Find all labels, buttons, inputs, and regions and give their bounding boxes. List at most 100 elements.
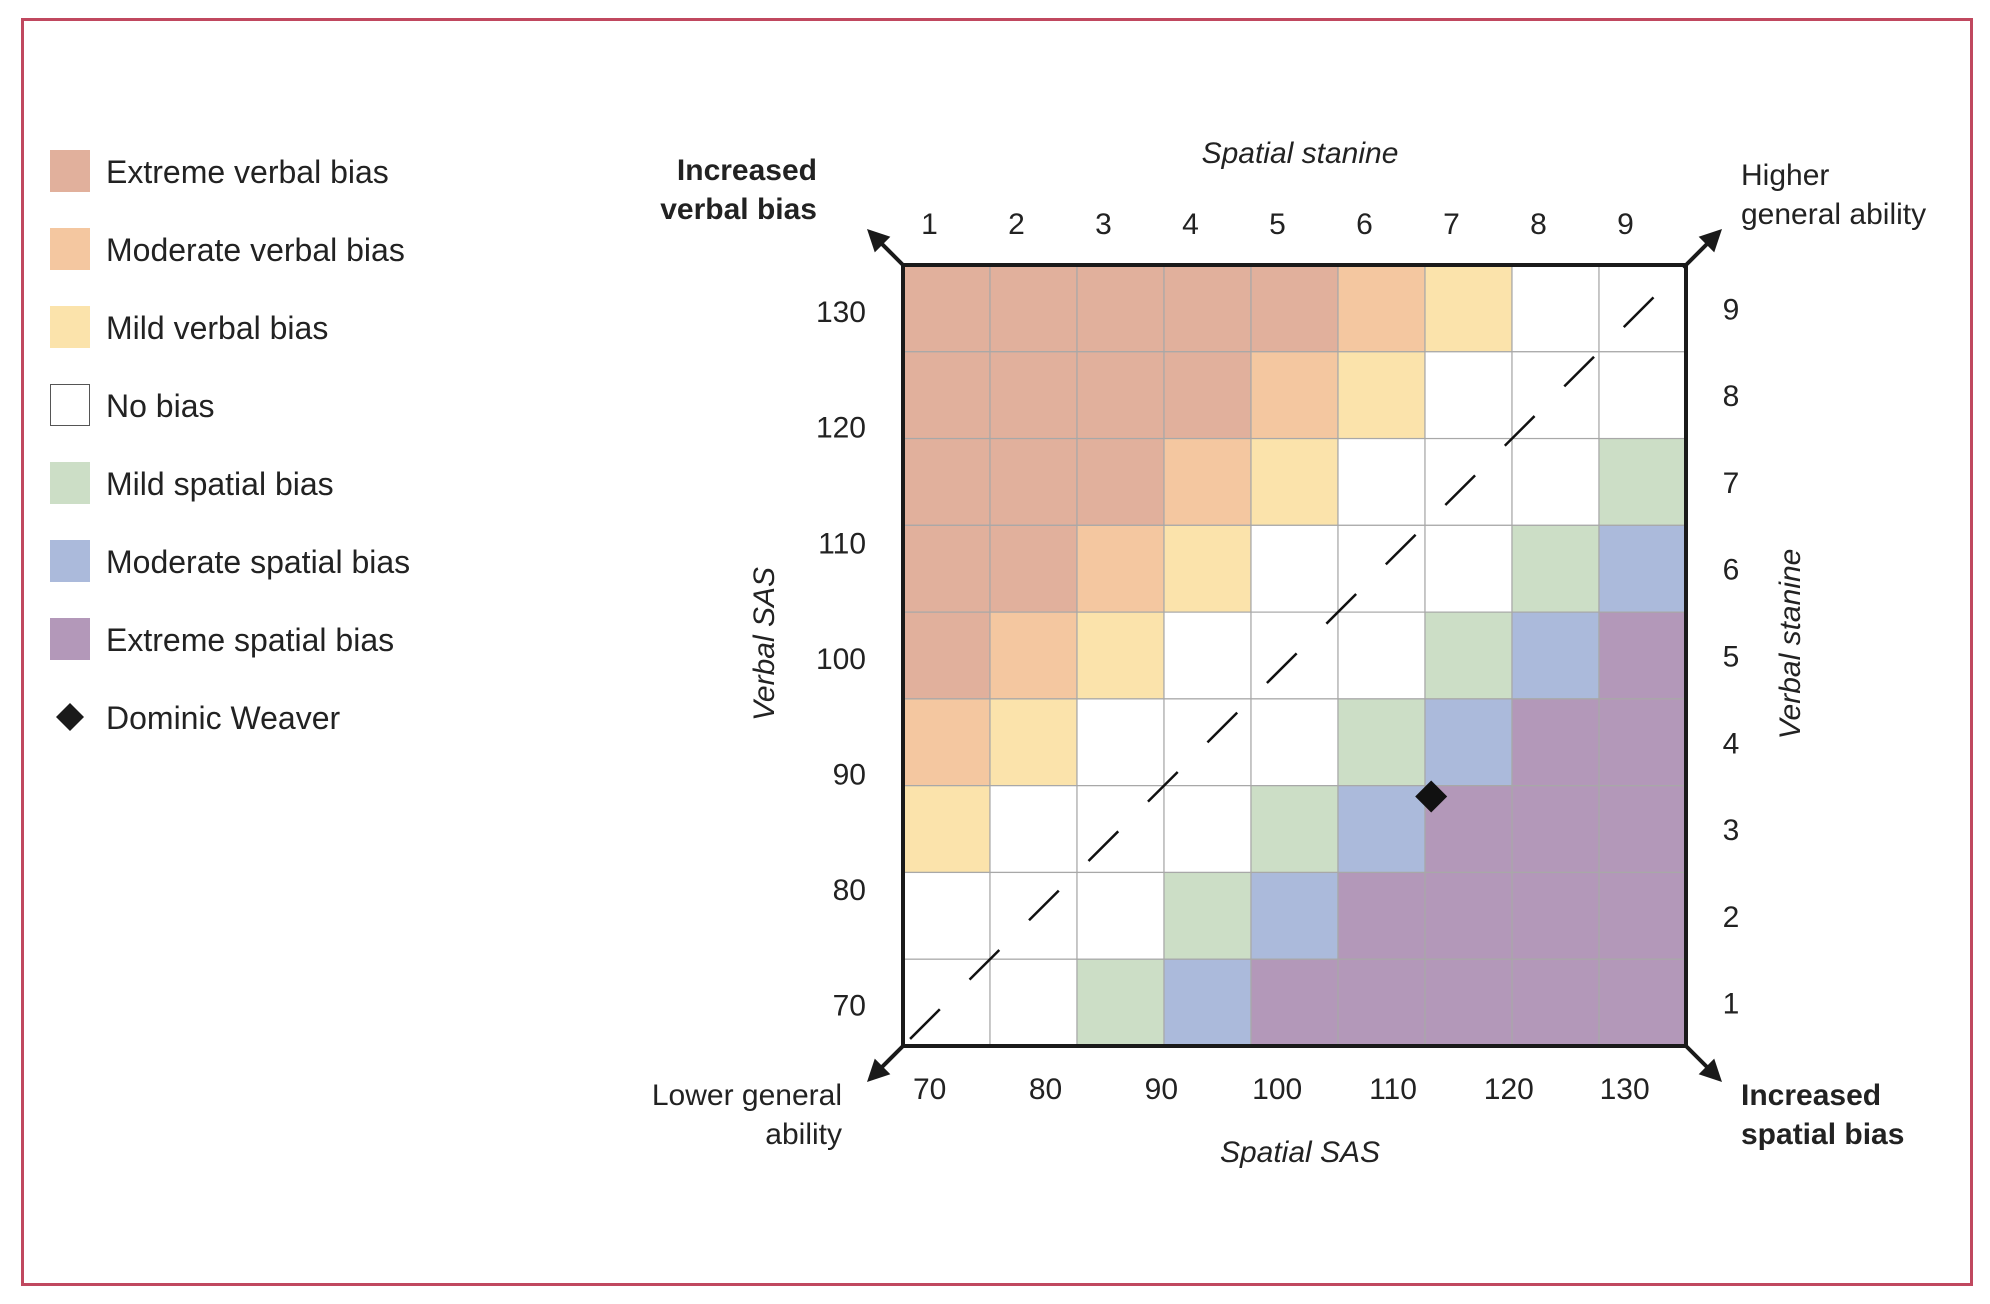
- heatmap-cell: [989, 698, 1078, 787]
- heatmap-cell: [1598, 351, 1687, 440]
- heatmap-cell: [1250, 351, 1339, 440]
- y-right-tick-label: 2: [1723, 901, 1740, 934]
- x-bottom-tick-label: 100: [1252, 1073, 1302, 1106]
- y-right-tick-label: 1: [1723, 988, 1740, 1021]
- heatmap-cell: [989, 351, 1078, 440]
- legend-swatch: [50, 462, 90, 504]
- legend-label: Extreme spatial bias: [106, 622, 395, 658]
- heatmap-cell: [989, 785, 1078, 874]
- legend-label: No bias: [106, 388, 215, 424]
- heatmap-cell: [1250, 785, 1339, 874]
- heatmap-cell: [1511, 437, 1600, 526]
- legend-swatch: [50, 540, 90, 582]
- arrow-verbal-bias-head: [867, 229, 891, 253]
- legend-swatch: [50, 618, 90, 660]
- heatmap-cell: [1163, 524, 1252, 613]
- heatmap-cell: [1250, 958, 1339, 1047]
- heatmap-cell: [1337, 698, 1426, 787]
- heatmap-cell: [1598, 437, 1687, 526]
- heatmap-cell: [1511, 524, 1600, 613]
- heatmap-cell: [1250, 698, 1339, 787]
- heatmap-cell: [1337, 264, 1426, 353]
- heatmap-cell: [1076, 698, 1165, 787]
- y-left-tick-label: 70: [833, 989, 866, 1022]
- y-left-tick-label: 130: [816, 296, 866, 329]
- heatmap-cell: [1598, 871, 1687, 960]
- heatmap-cell: [989, 524, 1078, 613]
- heatmap-cell: [1511, 871, 1600, 960]
- heatmap-cell: [1163, 958, 1252, 1047]
- legend-swatch: [50, 306, 90, 348]
- heatmap-cell: [1076, 611, 1165, 700]
- heatmap-cell: [1163, 871, 1252, 960]
- legend-item: Extreme spatial bias: [50, 618, 530, 660]
- corner-label-bottom-left: ability: [765, 1118, 842, 1151]
- corner-label-top-left: verbal bias: [660, 193, 817, 226]
- heatmap-cell: [1424, 524, 1513, 613]
- heatmap-cell: [1337, 351, 1426, 440]
- x-bottom-axis-title: Spatial SAS: [1220, 1136, 1380, 1169]
- legend-item: Mild spatial bias: [50, 462, 530, 504]
- legend-label: Moderate spatial bias: [106, 544, 411, 580]
- legend-swatch: [50, 150, 90, 192]
- x-bottom-tick-label: 120: [1484, 1073, 1534, 1106]
- heatmap-cell: [1337, 958, 1426, 1047]
- y-right-tick-label: 9: [1723, 293, 1740, 326]
- heatmap-cell: [1250, 524, 1339, 613]
- heatmap-cell: [1163, 264, 1252, 353]
- heatmap-cell: [1424, 871, 1513, 960]
- x-top-tick-label: 5: [1269, 208, 1286, 241]
- y-right-tick-label: 6: [1723, 554, 1740, 587]
- legend-swatch: [50, 228, 90, 270]
- heatmap-cell: [1424, 958, 1513, 1047]
- heatmap-cell: [1598, 611, 1687, 700]
- x-top-tick-label: 9: [1617, 208, 1634, 241]
- y-left-tick-label: 120: [816, 412, 866, 445]
- x-top-tick-label: 6: [1356, 208, 1373, 241]
- corner-label-bottom-right: Increased: [1741, 1079, 1881, 1112]
- figure-frame: [21, 18, 1973, 1286]
- heatmap-cell: [1511, 264, 1600, 353]
- heatmap-cell: [1598, 958, 1687, 1047]
- heatmap-cell: [902, 698, 991, 787]
- heatmap-cell: [1424, 264, 1513, 353]
- heatmap-cell: [1163, 351, 1252, 440]
- legend-item-marker: Dominic Weaver: [50, 696, 530, 738]
- x-top-tick-label: 7: [1443, 208, 1460, 241]
- corner-label-bottom-left: Lower general: [652, 1079, 842, 1112]
- heatmap-cell: [989, 437, 1078, 526]
- arrow-spatial-bias-head: [1698, 1058, 1722, 1082]
- heatmap-cell: [902, 524, 991, 613]
- y-right-tick-label: 5: [1723, 641, 1740, 674]
- y-right-tick-label: 7: [1723, 467, 1740, 500]
- x-bottom-tick-label: 110: [1369, 1073, 1417, 1106]
- heatmap-cell: [1337, 871, 1426, 960]
- corner-label-top-right: Higher: [1741, 159, 1829, 192]
- heatmap-cell: [902, 351, 991, 440]
- heatmap-cell: [1076, 871, 1165, 960]
- y-right-tick-label: 4: [1723, 727, 1740, 760]
- heatmap-cell: [1076, 437, 1165, 526]
- y-right-tick-label: 8: [1723, 380, 1740, 413]
- heatmap-cell: [902, 611, 991, 700]
- plot-border: [901, 263, 1688, 1048]
- heatmap-cell: [1076, 264, 1165, 353]
- y-left-tick-label: 110: [818, 527, 866, 560]
- y-left-tick-label: 100: [816, 643, 866, 676]
- legend-item: Moderate verbal bias: [50, 228, 530, 270]
- legend-swatch: [50, 384, 90, 426]
- x-top-tick-label: 3: [1095, 208, 1112, 241]
- heatmap-cell: [1511, 958, 1600, 1047]
- heatmap-cell: [1337, 785, 1426, 874]
- arrow-higher-ability-head: [1698, 229, 1722, 253]
- heatmap-cell: [1076, 958, 1165, 1047]
- legend-item: Extreme verbal bias: [50, 150, 530, 192]
- x-bottom-tick-label: 130: [1600, 1073, 1650, 1106]
- heatmap-cell: [1511, 698, 1600, 787]
- x-top-tick-label: 4: [1182, 208, 1199, 241]
- heatmap-cell: [1424, 698, 1513, 787]
- legend-item: Mild verbal bias: [50, 306, 530, 348]
- heatmap-cell: [989, 958, 1078, 1047]
- heatmap-cell: [902, 437, 991, 526]
